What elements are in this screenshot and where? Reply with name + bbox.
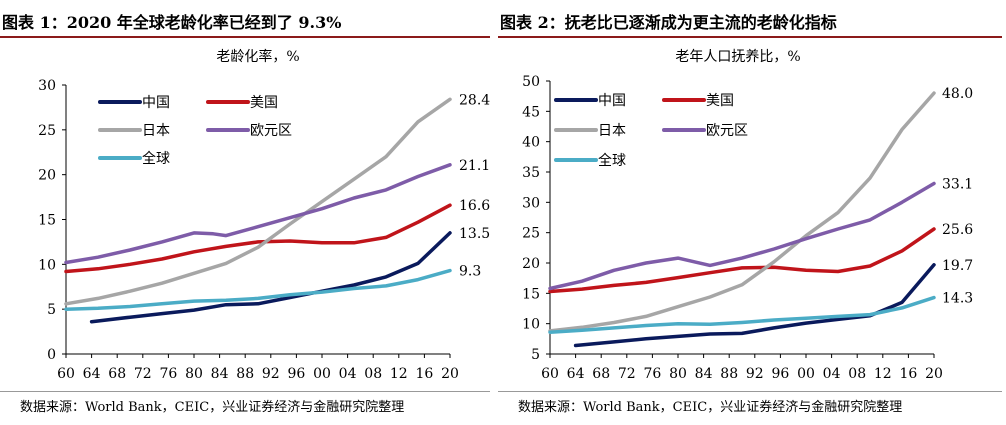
legend-label-global: 全球 (598, 152, 626, 169)
x-tick-label: 64 (83, 366, 101, 382)
x-tick-label: 64 (567, 366, 585, 382)
x-tick-label: 60 (57, 366, 75, 382)
x-tick-label: 76 (159, 366, 177, 382)
legend-label-euro: 欧元区 (250, 123, 292, 139)
x-tick-label: 88 (236, 366, 254, 382)
x-tick-label: 16 (899, 366, 917, 382)
end-value-label-global: 9.3 (459, 264, 481, 280)
chart-title: 老年人口抚养比，% (675, 49, 800, 65)
x-tick-label: 72 (618, 366, 636, 382)
x-tick-label: 20 (925, 366, 943, 382)
end-value-label-usa: 25.6 (942, 222, 973, 238)
y-tick-label: 25 (522, 226, 540, 242)
x-tick-label: 08 (848, 366, 866, 382)
series-line-japan (64, 97, 452, 306)
x-tick-label: 96 (287, 366, 305, 382)
end-value-label-euro: 21.1 (459, 158, 490, 174)
end-value-label-china: 13.5 (459, 226, 490, 242)
x-tick-label: 80 (669, 366, 687, 382)
series-line-euro (64, 163, 452, 265)
legend-label-usa: 美国 (250, 95, 278, 111)
legend-label-euro: 欧元区 (706, 123, 748, 139)
title-rule (498, 36, 1002, 38)
y-tick-label: 25 (38, 123, 56, 139)
legend-label-japan: 日本 (598, 123, 626, 139)
y-tick-label: 30 (522, 195, 540, 211)
end-value-label-japan: 28.4 (459, 92, 490, 108)
x-tick-label: 72 (134, 366, 152, 382)
y-tick-label: 50 (522, 74, 540, 90)
y-tick-label: 20 (522, 256, 540, 272)
y-tick-label: 5 (531, 347, 540, 363)
source-rule (0, 391, 490, 392)
end-value-label-china: 19.7 (942, 258, 973, 274)
y-tick-label: 30 (38, 78, 56, 94)
x-tick-label: 84 (695, 366, 713, 382)
x-tick-label: 80 (185, 366, 203, 382)
series-line-euro (548, 181, 936, 291)
y-tick-label: 15 (38, 213, 56, 229)
aging-rate-chart: 老龄化率，% 0 5 10 15 20 25 30 60 64 68 72 76 80 84 88 92 96 00… (38, 48, 490, 382)
y-tick-label: 15 (522, 286, 540, 302)
series-line-china (89, 231, 452, 324)
source-note: 数据来源：World Bank，CEIC，兴业证券经济与金融研究院整理 (518, 400, 903, 415)
x-tick-label: 00 (313, 366, 331, 382)
legend-label-china: 中国 (142, 95, 170, 111)
y-tick-label: 5 (47, 302, 56, 318)
y-tick-label: 35 (522, 165, 540, 181)
x-tick-label: 92 (746, 366, 764, 382)
x-tick-label: 88 (720, 366, 738, 382)
end-value-label-euro: 33.1 (942, 177, 973, 193)
x-tick-label: 16 (415, 366, 433, 382)
y-tick-label: 45 (522, 104, 540, 120)
figure-title: 图表 1：2020 年全球老龄化率已经到了 9.3% (2, 13, 342, 32)
end-value-label-japan: 48.0 (942, 86, 973, 102)
chart-panel-dependency-ratio: 图表 2：抚老比已逐渐成为更主流的老龄化指标 老年人口抚养比，% 5 10 15 20 2… (498, 0, 1006, 425)
x-tick-label: 04 (823, 366, 841, 382)
x-tick-label: 68 (108, 366, 126, 382)
series-line-global (64, 268, 452, 311)
y-tick-label: 20 (38, 168, 56, 184)
series-line-global (548, 295, 936, 334)
legend-label-global: 全球 (142, 150, 170, 167)
legend-label-usa: 美国 (706, 93, 734, 109)
x-tick-label: 00 (797, 366, 815, 382)
figure-title: 图表 2：抚老比已逐渐成为更主流的老龄化指标 (500, 13, 837, 32)
y-tick-label: 0 (47, 347, 56, 363)
y-tick-label: 40 (522, 135, 540, 151)
dependency-ratio-chart: 老年人口抚养比，% 5 10 15 20 25 30 35 40 45 50 60 64 68 72 76 80… (522, 49, 973, 382)
legend-label-china: 中国 (598, 93, 626, 109)
x-tick-label: 04 (339, 366, 357, 382)
series-line-usa (548, 227, 936, 294)
x-tick-label: 84 (211, 366, 229, 382)
source-note: 数据来源：World Bank，CEIC，兴业证券经济与金融研究院整理 (20, 400, 405, 415)
chart-title: 老龄化率，% (216, 48, 299, 65)
x-tick-label: 20 (441, 366, 459, 382)
x-tick-label: 96 (771, 366, 789, 382)
end-value-label-global: 14.3 (942, 291, 973, 307)
y-tick-label: 10 (522, 317, 540, 333)
legend-label-japan: 日本 (142, 123, 170, 139)
source-rule (498, 391, 1002, 392)
y-tick-label: 10 (38, 257, 56, 273)
x-tick-label: 68 (592, 366, 610, 382)
x-tick-label: 12 (390, 366, 408, 382)
x-tick-label: 08 (364, 366, 382, 382)
series-line-japan (548, 91, 936, 333)
x-tick-label: 76 (643, 366, 661, 382)
series-line-usa (64, 203, 452, 274)
x-tick-label: 60 (541, 366, 559, 382)
chart-panel-aging-rate: 图表 1：2020 年全球老龄化率已经到了 9.3% 老龄化率，% 0 5 10 15 2… (0, 0, 494, 425)
x-tick-label: 92 (262, 366, 280, 382)
title-rule (0, 36, 490, 38)
end-value-label-usa: 16.6 (459, 198, 490, 214)
x-tick-label: 12 (874, 366, 892, 382)
